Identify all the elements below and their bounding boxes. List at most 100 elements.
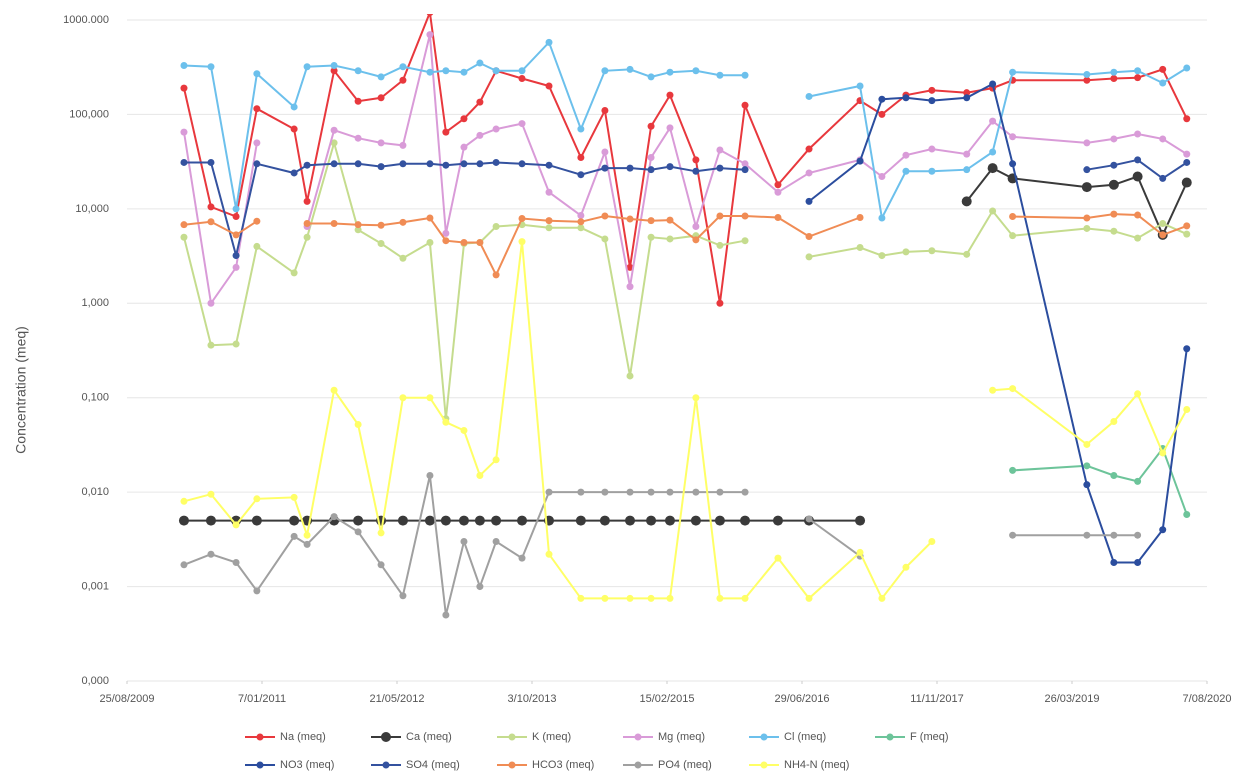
data-point: [1159, 449, 1167, 457]
data-point: [442, 161, 450, 169]
legend-label: F (meq): [910, 731, 949, 743]
data-point: [928, 145, 936, 153]
data-point: [1009, 160, 1017, 168]
data-point: [330, 513, 338, 521]
data-point: [1159, 65, 1167, 73]
y-tick-label: 0,000: [81, 675, 109, 687]
legend-label: Na (meq): [280, 731, 326, 743]
data-point: [492, 223, 500, 231]
data-point: [458, 515, 469, 526]
data-point: [377, 221, 385, 229]
data-point: [399, 592, 407, 600]
legend-marker: [508, 761, 516, 769]
data-point: [741, 212, 749, 220]
data-point: [180, 84, 188, 92]
data-point: [741, 71, 749, 79]
data-point: [289, 515, 300, 526]
data-point: [1009, 212, 1017, 220]
data-point: [442, 237, 450, 245]
data-point: [1134, 234, 1142, 242]
data-point: [492, 67, 500, 75]
data-point: [692, 394, 700, 402]
data-point: [290, 125, 298, 133]
x-tick-label: 21/05/2012: [369, 693, 424, 705]
data-point: [354, 226, 362, 234]
data-point: [1134, 531, 1142, 539]
data-point: [474, 515, 485, 526]
data-point: [625, 515, 636, 526]
legend-label: HCO3 (meq): [532, 759, 594, 771]
series-line: [183, 14, 1188, 304]
data-point: [205, 515, 216, 526]
data-point: [1134, 67, 1142, 75]
legend-item: Mg (meq): [623, 731, 705, 743]
data-point: [577, 488, 585, 496]
legend-marker: [634, 761, 642, 769]
data-point: [426, 214, 434, 222]
data-point: [1083, 70, 1091, 78]
data-point: [399, 141, 407, 149]
data-point: [989, 148, 997, 156]
data-point: [426, 239, 434, 247]
data-point: [626, 488, 634, 496]
data-point: [989, 80, 997, 88]
data-point: [647, 166, 655, 174]
data-point: [545, 217, 553, 225]
data-point: [878, 214, 886, 222]
data-point: [666, 594, 674, 602]
data-point: [716, 164, 724, 172]
data-point: [626, 164, 634, 172]
data-point: [442, 229, 450, 237]
data-point: [1108, 179, 1119, 190]
legend-marker: [382, 761, 390, 769]
data-point: [253, 139, 261, 147]
data-point: [207, 341, 215, 349]
data-point: [601, 107, 609, 115]
data-point: [426, 394, 434, 402]
data-point: [180, 128, 188, 136]
data-point: [601, 67, 609, 75]
data-point: [460, 160, 468, 168]
legend-label: PO4 (meq): [658, 759, 712, 771]
data-point: [518, 67, 526, 75]
legend-marker: [760, 761, 768, 769]
data-point: [253, 217, 261, 225]
legend-label: K (meq): [532, 731, 571, 743]
legend-label: Cl (meq): [784, 731, 826, 743]
y-tick-label: 0,100: [81, 392, 109, 404]
data-point: [1110, 68, 1118, 76]
legend-item: Cl (meq): [749, 731, 826, 743]
data-point: [354, 421, 362, 429]
data-point: [902, 563, 910, 571]
x-tick-label: 15/02/2015: [639, 693, 694, 705]
data-point: [232, 212, 240, 220]
data-point: [987, 163, 998, 174]
data-point: [545, 224, 553, 232]
data-point: [460, 239, 468, 247]
data-point: [303, 531, 311, 539]
data-point: [902, 167, 910, 175]
legend-item: Ca (meq): [371, 731, 452, 743]
data-point: [545, 488, 553, 496]
data-point: [399, 254, 407, 262]
data-point: [518, 215, 526, 223]
data-point: [647, 73, 655, 81]
data-point: [232, 558, 240, 566]
y-tick-label: 1000.000: [63, 14, 109, 26]
data-point: [1134, 156, 1142, 164]
data-point: [518, 160, 526, 168]
legend-label: Ca (meq): [406, 731, 452, 743]
x-tick-label: 25/08/2009: [99, 693, 154, 705]
data-point: [772, 515, 783, 526]
data-point: [666, 68, 674, 76]
data-point: [492, 538, 500, 546]
data-point: [492, 271, 500, 279]
legend-marker: [634, 733, 642, 741]
data-point: [690, 515, 701, 526]
data-point: [397, 515, 408, 526]
data-point: [1009, 68, 1017, 76]
data-point: [476, 59, 484, 67]
data-point: [399, 394, 407, 402]
x-tick-label: 3/10/2013: [508, 693, 557, 705]
